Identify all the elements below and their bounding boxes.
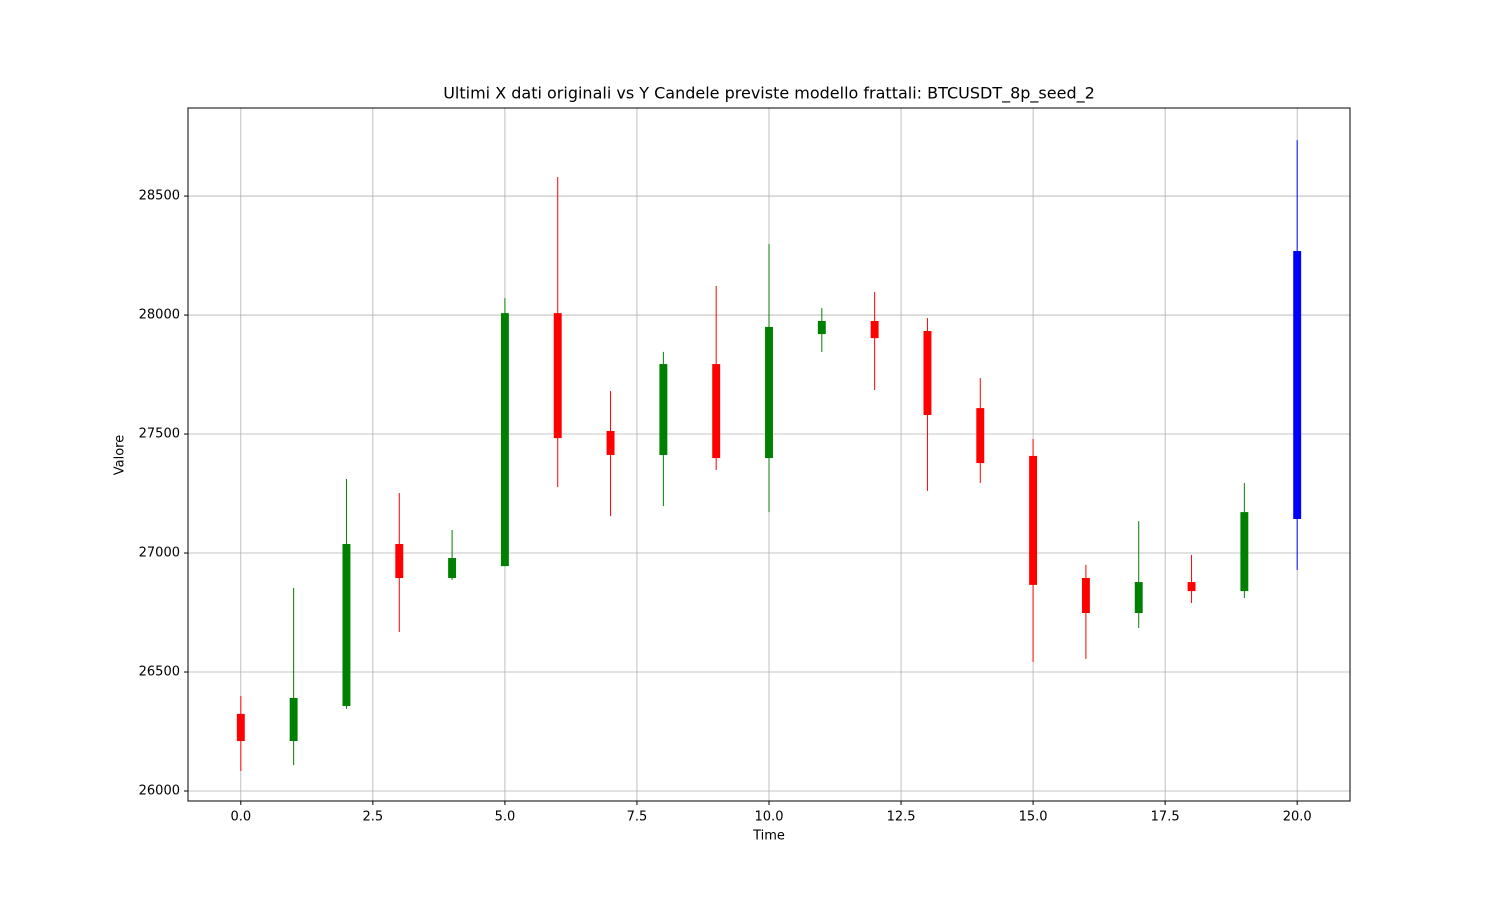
candle-body: [448, 558, 457, 579]
candle-body: [870, 320, 879, 339]
candle-body: [712, 364, 721, 459]
y-tick-label: 28000: [139, 308, 180, 323]
candle-body: [395, 543, 404, 579]
candle-body: [236, 713, 245, 742]
x-tick-label: 7.5: [627, 810, 648, 825]
y-tick-label: 28500: [139, 189, 180, 204]
candle-body: [553, 313, 562, 439]
y-tick-label: 26000: [139, 784, 180, 799]
plot-frame: [187, 107, 1351, 802]
candle-body: [606, 430, 615, 455]
candle-body: [1187, 582, 1196, 592]
x-tick-label: 5.0: [495, 810, 516, 825]
candle-body: [500, 313, 509, 567]
candle-body: [289, 697, 298, 742]
x-tick-label: 10.0: [755, 810, 784, 825]
candle-body: [342, 543, 351, 707]
y-tick-label: 26500: [139, 665, 180, 680]
candle-body: [1081, 578, 1090, 613]
chart-title: Ultimi X dati originali vs Y Candele pre…: [443, 84, 1095, 104]
candle-body: [1240, 512, 1249, 592]
y-tick-label: 27000: [139, 546, 180, 561]
x-tick-label: 20.0: [1283, 810, 1312, 825]
x-tick-label: 17.5: [1151, 810, 1180, 825]
y-tick-label: 27500: [139, 427, 180, 442]
candle-body: [765, 326, 773, 459]
x-tick-label: 0.0: [230, 810, 251, 825]
candle-body: [923, 330, 932, 415]
candle-body: [1134, 582, 1143, 613]
y-axis-label: Valore: [113, 435, 128, 475]
candle-body: [817, 320, 826, 335]
candle-body: [659, 364, 668, 455]
x-axis-label: Time: [752, 829, 785, 844]
candle-body: [976, 408, 985, 464]
x-tick-label: 2.5: [363, 810, 384, 825]
x-tick-label: 12.5: [887, 810, 916, 825]
candle-body: [1029, 455, 1038, 585]
x-tick-label: 15.0: [1019, 810, 1048, 825]
candle-body: [1293, 251, 1302, 519]
